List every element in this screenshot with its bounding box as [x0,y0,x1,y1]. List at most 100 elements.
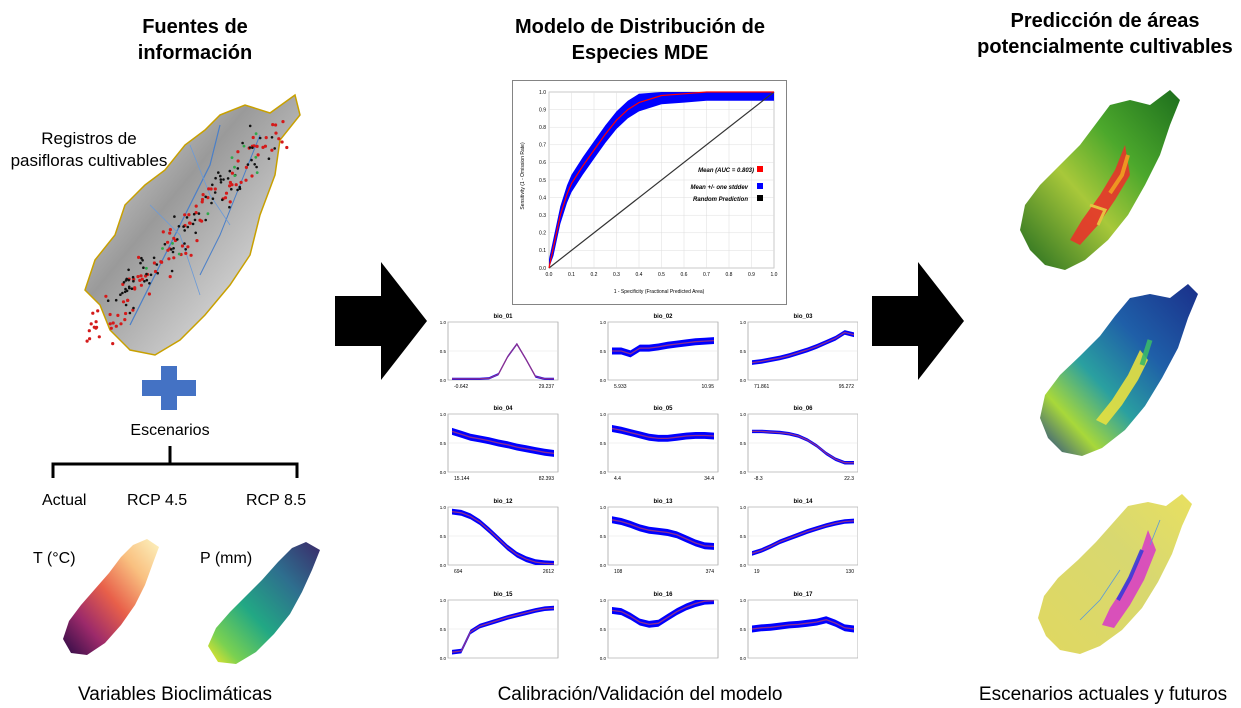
record-point [156,271,159,275]
middle-caption: Calibración/Validación del modelo [497,684,783,705]
response-line [451,430,555,455]
record-point [145,266,148,270]
response-ytick-label: 0.0 [740,656,747,660]
roc-ytick-label: 0.8 [539,125,546,131]
plus-icon [142,366,196,410]
record-point [211,183,214,187]
roc-xtick-label: 0.2 [591,272,598,278]
response-ytick-label: 0.5 [440,627,447,632]
response-panel-bio_14: bio_14 0.0 0.5 1.0 19 130 [740,499,858,575]
roc-legend-std: Mean +/- one stddev [690,185,748,191]
record-point [194,231,197,235]
response-ytick-label: 0.5 [740,441,747,446]
prediction-map-rcp85 [1038,494,1192,654]
record-point [142,266,145,269]
response-ytick-label: 1.0 [440,505,447,510]
prediction-map-rcp45 [1040,284,1198,456]
record-point [234,183,238,187]
record-point [163,242,167,246]
response-xmin-label: 5.933 [614,384,627,390]
response-panel-bio_05: bio_05 0.0 0.5 1.0 4.4 34.4 [600,406,719,482]
response-xmax-label: 22.3 [844,476,854,482]
record-point [171,242,174,245]
records-red-points [85,120,289,346]
scenario-rcp45: RCP 4.5 [127,492,188,509]
response-band [752,429,854,465]
record-point [280,140,284,144]
record-point [159,260,163,264]
response-ytick-label: 0.5 [600,534,607,539]
response-xmax-label: 95.272 [839,384,855,390]
response-ytick-label: 0.0 [600,656,607,660]
response-ytick-label: 1.0 [600,598,607,603]
response-ytick-label: 0.5 [740,349,747,354]
record-point [96,309,100,313]
roc-ytick-label: 0.2 [539,231,546,237]
record-point [188,221,192,225]
record-point [271,123,275,127]
response-panel-bio_16: bio_160.00.51.0304930 [600,592,719,660]
record-point [285,145,289,150]
roc-xtick-label: 0.8 [726,272,733,278]
record-point [152,261,156,265]
response-xmax-label: 82.393 [539,476,555,482]
record-point [88,337,92,341]
record-point [236,150,240,154]
record-point [213,191,217,194]
response-panel-bio_15: bio_150.00.51.013.35559.442 [440,592,559,660]
precipitation-label: P (mm) [200,550,253,567]
right-title-line2: potencialmente cultivables [977,36,1233,58]
records-label: Registros de pasifloras cultivables [4,128,174,172]
temperature-map [63,539,159,655]
scenario-actual: Actual [42,492,87,509]
record-point [116,313,120,317]
record-point [236,167,240,170]
roc-ytick-label: 0.4 [539,195,546,201]
record-point [141,259,144,262]
response-ytick-label: 1.0 [440,320,447,325]
record-point [210,201,213,205]
record-point [197,212,201,215]
roc-xtick-label: 0.9 [748,272,755,278]
record-point [125,277,128,281]
record-point [180,244,184,248]
record-point [193,218,197,222]
record-point [137,255,141,259]
record-point [94,320,98,324]
record-point [187,213,191,217]
record-point [126,298,130,302]
record-point [258,136,262,140]
record-point [184,248,187,251]
record-point [274,123,278,127]
response-line [451,607,555,653]
record-point [95,325,99,329]
record-point [139,283,143,287]
roc-ticks: 0.0 0.1 0.2 0.3 0.4 0.5 0.6 0.7 0.8 0.9 1.0 0.0 0.1 0… [539,90,778,278]
record-point [183,229,186,232]
record-point [274,131,278,135]
record-point [121,291,124,295]
left-caption: Variables Bioclimáticas [78,684,272,705]
roc-legend-random: Random Prediction [693,197,748,203]
response-ytick-label: 0.0 [440,656,447,660]
response-panel-bio_12: bio_12 0.0 0.5 1.0 694 2612 [440,499,559,575]
response-ytick-label: 0.5 [600,349,607,354]
roc-xlabel: 1 - Specificity (Fractional Predicted Ar… [614,289,705,295]
record-point [125,289,129,293]
left-title-line2: información [137,42,253,64]
roc-ytick-label: 0.0 [539,266,546,272]
record-point [228,180,232,185]
record-point [254,132,258,136]
record-point [207,187,211,191]
roc-legend: Mean (AUC = 0.803) Mean +/- one stddev R… [690,166,763,203]
record-point [184,251,188,255]
response-band [612,516,714,550]
response-panel-bio_03: bio_03 0.0 0.5 1.0 71.861 95.272 [740,314,858,390]
record-point [172,236,176,240]
record-point [185,216,189,219]
record-point [152,256,156,260]
record-point [198,218,202,222]
record-point [219,181,223,184]
response-xmax-label: 374 [706,569,715,575]
record-point [138,278,142,282]
